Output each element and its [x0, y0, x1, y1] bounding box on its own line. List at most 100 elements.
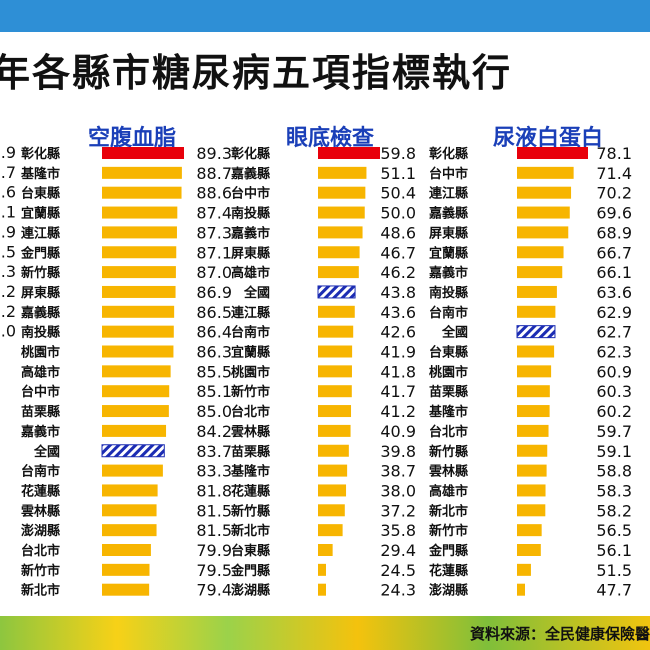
category-label: 嘉義縣 [428, 206, 468, 222]
value-label: 50.4 [380, 184, 416, 203]
value-label: 79.9 [196, 541, 232, 560]
bar [517, 226, 569, 239]
category-label: 屏東縣 [231, 245, 270, 261]
category-label: 屏東縣 [21, 285, 60, 301]
value-label: 38.7 [380, 462, 416, 481]
bar [318, 186, 366, 199]
value-label: 41.8 [380, 362, 416, 381]
footer-banner: 資料來源：全民健康保險醫 [0, 616, 650, 650]
value-label: 86.9 [196, 283, 232, 302]
category-label: 台南市 [21, 464, 60, 480]
bar [517, 544, 541, 556]
value-label: 87.3 [196, 223, 232, 242]
category-label: 台東縣 [231, 543, 270, 559]
value-label: 24.3 [380, 581, 416, 600]
bar [102, 186, 182, 199]
category-label: 南投縣 [429, 285, 468, 301]
bar [517, 444, 548, 457]
value-label: 85.0 [196, 402, 232, 421]
bar [102, 385, 170, 398]
value-label: 66.7 [596, 243, 632, 262]
page-title: 年各縣市糖尿病五項指標執行 [0, 42, 650, 94]
panel0-value-label: .7 [1, 163, 16, 182]
category-label: 澎湖縣 [429, 583, 468, 599]
value-label: 86.4 [196, 323, 232, 342]
top-banner [0, 0, 650, 32]
category-label: 金門縣 [20, 245, 60, 261]
bar [102, 405, 169, 418]
category-label: 基隆市 [230, 464, 270, 480]
bar [517, 206, 570, 219]
bar [318, 563, 326, 576]
bar [102, 305, 175, 318]
value-label: 58.8 [596, 462, 632, 481]
category-label: 新北市 [429, 503, 468, 519]
panel0-value-label: .0 [1, 322, 16, 341]
category-label: 彰化縣 [21, 146, 60, 162]
bar [102, 147, 184, 159]
category-label: 桃園市 [429, 364, 468, 380]
bar [318, 504, 345, 517]
value-label: 43.8 [380, 283, 416, 302]
bar [318, 206, 365, 219]
bar [318, 444, 349, 457]
category-label: 台北市 [21, 543, 60, 559]
value-label: 84.2 [196, 422, 232, 441]
category-label: 台南市 [231, 325, 270, 341]
value-label: 79.5 [196, 561, 232, 580]
bar [318, 345, 353, 358]
value-label: 60.2 [596, 402, 632, 421]
panel0-value-label: .1 [1, 203, 16, 222]
value-label: 24.5 [380, 561, 416, 580]
value-label: 60.9 [596, 362, 632, 381]
chart-heading: 空腹血脂 [88, 125, 176, 151]
value-label: 59.7 [596, 422, 632, 441]
bar [517, 186, 572, 199]
value-label: 59.8 [380, 144, 416, 163]
value-label: 70.2 [596, 184, 632, 203]
value-label: 56.1 [596, 541, 632, 560]
value-label: 51.5 [596, 561, 632, 580]
category-label: 連江縣 [231, 305, 270, 321]
category-label: 台北市 [231, 404, 270, 420]
category-label: 嘉義市 [428, 265, 468, 281]
bar [517, 424, 549, 437]
value-label: 56.5 [596, 521, 632, 540]
category-label: 金門縣 [428, 543, 468, 559]
value-label: 71.4 [596, 164, 632, 183]
bar [517, 464, 547, 477]
category-label: 澎湖縣 [21, 523, 60, 539]
bar [102, 226, 177, 239]
panel0-value-label: .9 [1, 222, 16, 241]
bar [318, 325, 354, 338]
value-label: 39.8 [380, 442, 416, 461]
category-label: 台東縣 [429, 345, 468, 361]
category-label: 彰化縣 [429, 146, 468, 162]
bar [318, 464, 348, 477]
category-label: 雲林縣 [231, 424, 270, 440]
category-label: 新竹縣 [429, 444, 468, 460]
value-label: 29.4 [380, 541, 416, 560]
bar [517, 563, 531, 576]
category-label: 雲林縣 [21, 503, 60, 519]
category-label: 桃園市 [231, 364, 270, 380]
category-label: 花蓮縣 [21, 483, 60, 499]
category-label: 新竹市 [429, 523, 468, 539]
bar [102, 583, 150, 596]
value-label: 88.6 [196, 184, 232, 203]
category-label: 澎湖縣 [231, 583, 270, 599]
category-label: 基隆市 [20, 166, 60, 182]
value-label: 69.6 [596, 204, 632, 223]
category-label: 連江縣 [429, 186, 468, 202]
bar [102, 464, 163, 477]
category-label: 雲林縣 [429, 464, 468, 480]
category-label: 宜蘭縣 [429, 245, 468, 261]
bar [102, 544, 151, 556]
page-title-text: 年各縣市糖尿病五項指標執行 [0, 51, 513, 94]
value-label: 89.3 [196, 144, 232, 163]
value-label: 86.5 [196, 303, 232, 322]
bar [318, 166, 367, 179]
bar [102, 504, 157, 517]
category-label: 新竹縣 [21, 265, 60, 281]
